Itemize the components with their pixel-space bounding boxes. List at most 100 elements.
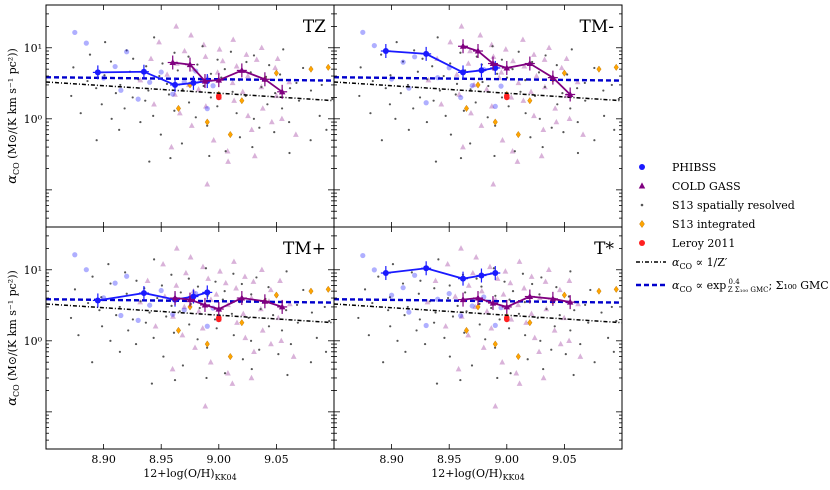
coldgass-point xyxy=(510,57,516,64)
s13-resolved-point xyxy=(268,64,271,67)
coldgass-point xyxy=(152,323,159,329)
s13-resolved-point xyxy=(584,303,587,307)
s13-resolved-point xyxy=(118,128,121,131)
s13-resolved-point xyxy=(564,353,567,356)
coldgass-point xyxy=(233,285,239,291)
phibss-binned-marker xyxy=(172,81,179,88)
s13-resolved-point xyxy=(403,314,406,317)
panel-label-t: T* xyxy=(594,239,614,259)
s13-resolved-point xyxy=(144,99,147,102)
coldgass-binned-marker xyxy=(459,296,467,303)
phibss-point xyxy=(112,63,118,70)
s13-resolved-point xyxy=(419,279,422,282)
s13-resolved-point xyxy=(459,378,462,382)
coldgass-point xyxy=(195,308,202,314)
s13-resolved-point xyxy=(396,339,399,342)
phibss-point xyxy=(158,69,164,75)
panel-tz-plot xyxy=(46,23,334,187)
s13-resolved-point xyxy=(567,295,571,298)
coldgass-point xyxy=(553,118,560,125)
s13-resolved-point xyxy=(72,66,75,69)
s13-resolved-point xyxy=(232,334,235,337)
s13-resolved-point xyxy=(173,378,177,382)
coldgass-point xyxy=(533,72,540,79)
s13-resolved-point xyxy=(431,65,434,68)
s13-resolved-point xyxy=(494,124,497,127)
s13-resolved-point xyxy=(250,293,253,296)
s13-resolved-point xyxy=(399,92,402,95)
s13-resolved-point xyxy=(395,41,398,44)
s13-resolved-point xyxy=(172,331,176,334)
s13-resolved-point xyxy=(511,68,514,71)
coldgass-point xyxy=(523,319,530,325)
s13-resolved-point xyxy=(139,120,142,124)
s13-resolved-point xyxy=(603,114,606,117)
s13-resolved-point xyxy=(114,92,117,95)
phibss-binned-marker xyxy=(140,68,147,75)
coldgass-point xyxy=(229,380,236,386)
s13-resolved-point xyxy=(109,282,112,285)
s13-integrated-point xyxy=(227,353,233,361)
coldgass-point xyxy=(181,303,188,310)
y-axis-title: αCO (M⊙/(K km s⁻¹ pc²)) xyxy=(5,48,21,184)
phibss-point xyxy=(83,40,89,46)
s13-resolved-point xyxy=(436,36,439,39)
s13-resolved-point xyxy=(188,323,191,326)
s13-resolved-point xyxy=(421,57,424,60)
s13-resolved-point xyxy=(162,355,165,358)
s13-resolved-point xyxy=(480,285,483,288)
coldgass-point xyxy=(424,298,431,305)
s13-resolved-point xyxy=(202,84,205,88)
s13-resolved-point xyxy=(167,93,171,96)
coldgass-point xyxy=(268,118,275,125)
s13-resolved-point xyxy=(118,350,122,353)
s13-resolved-point xyxy=(255,276,258,279)
coldgass-point xyxy=(502,46,509,52)
s13-resolved-point xyxy=(432,99,435,102)
coldgass-point xyxy=(509,148,516,154)
s13-resolved-point xyxy=(272,314,275,317)
coldgass-point xyxy=(458,313,465,319)
coldgass-point xyxy=(144,277,151,284)
s13-resolved-point xyxy=(88,53,92,56)
s13-resolved-point xyxy=(173,51,176,54)
panel-label-tm: TM- xyxy=(580,17,615,37)
s13-resolved-point xyxy=(371,301,374,305)
coldgass-point xyxy=(455,365,462,372)
legend-entry-phibss: PHIBSS xyxy=(639,161,716,174)
phibss-point xyxy=(170,91,176,97)
coldgass-point xyxy=(453,71,460,77)
phibss-binned-marker xyxy=(492,64,499,71)
s13-integrated-point xyxy=(527,319,533,327)
coldgass-point xyxy=(488,103,495,109)
s13-resolved-point xyxy=(282,48,285,51)
coldgass-point xyxy=(542,278,549,284)
panel-ticks xyxy=(46,4,334,228)
y-axis-title: αCO (M⊙/(K km s⁻¹ pc²)) xyxy=(5,270,21,406)
s13-resolved-point xyxy=(438,89,442,92)
coldgass-point xyxy=(561,314,568,321)
s13-resolved-point xyxy=(369,112,372,115)
s13-resolved-point xyxy=(310,311,314,314)
coldgass-point xyxy=(148,55,154,62)
coldgass-point xyxy=(274,55,281,62)
s13-resolved-point xyxy=(103,74,106,77)
legend-label: COLD GASS xyxy=(672,180,741,193)
phibss-binned-marker xyxy=(460,69,467,76)
coldgass-point xyxy=(287,300,293,307)
coldgass-point xyxy=(240,310,247,317)
s13-resolved-point xyxy=(380,53,383,56)
phibss-binned-marker xyxy=(382,270,389,277)
s13-integrated-point xyxy=(596,65,602,73)
leroy-point xyxy=(216,316,222,323)
legend-marker-swatch xyxy=(639,240,645,246)
s13-resolved-point xyxy=(206,124,209,127)
coldgass-point xyxy=(520,97,527,103)
s13-integrated-point xyxy=(492,118,498,126)
s13-resolved-point xyxy=(301,66,305,70)
coldgass-point xyxy=(245,112,251,119)
s13-resolved-point xyxy=(456,304,459,308)
s13-resolved-point xyxy=(125,292,128,295)
phibss-point xyxy=(446,291,452,297)
s13-resolved-point xyxy=(446,296,450,300)
